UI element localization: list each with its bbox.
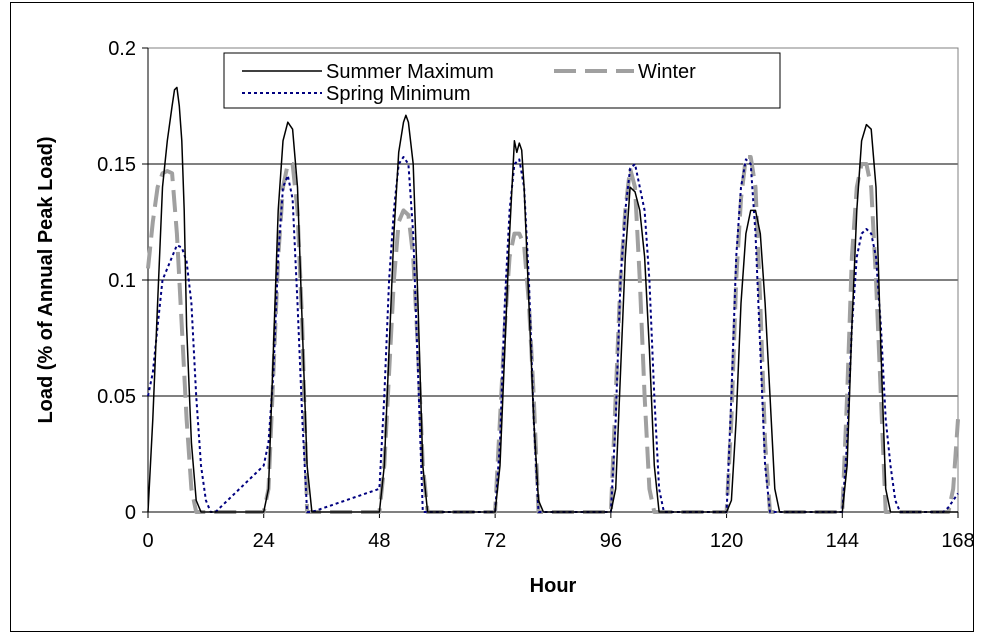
y-tick-label: 0.2 [108, 38, 136, 60]
series-group [146, 86, 960, 514]
x-tick-label: 48 [368, 530, 390, 552]
legend-label-spring-minimum: Spring Minimum [326, 83, 470, 105]
y-axis-title: Load (% of Annual Peak Load) [35, 136, 57, 423]
y-tick-label: 0.15 [97, 154, 136, 176]
series-line-summer-maximum [147, 86, 958, 513]
y-tick-label: 0 [125, 502, 136, 524]
x-tick-label: 144 [826, 530, 859, 552]
series-line-winter [146, 155, 960, 514]
x-tick-label: 0 [142, 530, 153, 552]
legend-box [223, 52, 781, 109]
legend: Summer Maximum Winter Spring Minimum [223, 52, 781, 109]
axes [142, 47, 959, 518]
x-tick-label: 96 [600, 530, 622, 552]
legend-label-summer-maximum: Summer Maximum [326, 61, 494, 83]
x-tick-label: 168 [941, 530, 974, 552]
series-line-spring-minimum [147, 156, 959, 513]
x-axis-title: Hour [530, 575, 577, 597]
grid-lines [148, 163, 958, 397]
y-tick-label: 0.1 [108, 270, 136, 292]
tick-labels: 0 0.05 0.1 0.15 0.2 0 24 48 72 96 120 144 168 [97, 38, 975, 552]
y-tick-label: 0.05 [97, 386, 136, 408]
x-tick-label: 120 [710, 530, 743, 552]
legend-label-winter: Winter [638, 61, 696, 83]
x-tick-label: 24 [253, 530, 275, 552]
x-tick-label: 72 [484, 530, 506, 552]
